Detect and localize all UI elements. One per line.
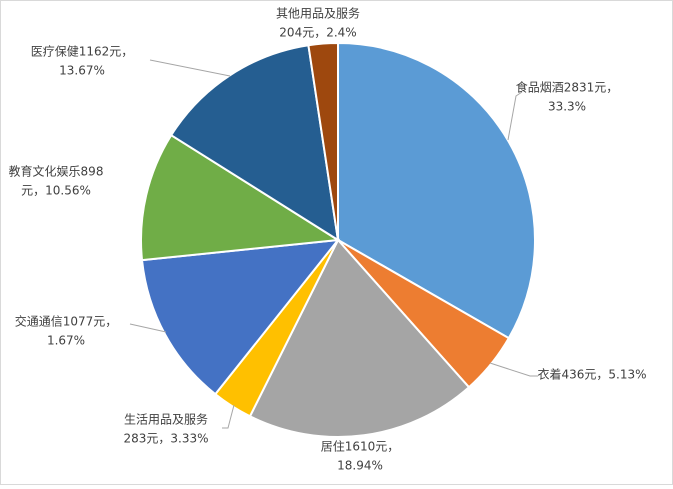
data-label: 13.67% [59,64,105,78]
data-label: 医疗保健1162元， [31,45,134,59]
data-label: 生活用品及服务 [124,412,208,427]
pie-slice [248,238,471,438]
pie-slice [140,238,341,396]
data-label: 衣着436元，5.13% [537,367,646,382]
data-label: 204元，2.4% [279,26,356,40]
data-label: 教育文化娱乐898 [9,164,104,179]
leader-line [489,362,538,377]
leader-line [507,91,523,141]
data-label: 其他用品及服务 [276,6,360,21]
pie-slice [169,44,340,243]
data-label: 33.3% [548,100,586,114]
pie-slice [337,41,536,340]
data-label: 元，10.56% [21,184,91,198]
pie-slice [307,41,339,241]
leader-line [222,404,235,429]
leader-line [149,59,231,77]
data-label: 1.67% [47,334,85,348]
data-label: 283元，3.33% [123,432,208,446]
data-label: 交通通信1077元， [15,314,118,329]
data-label: 18.94% [337,459,383,473]
leader-line [129,323,167,333]
data-label: 居住1610元， [321,440,400,454]
pie-slice [140,133,341,262]
data-label: 食品烟酒2831元， [516,80,619,95]
